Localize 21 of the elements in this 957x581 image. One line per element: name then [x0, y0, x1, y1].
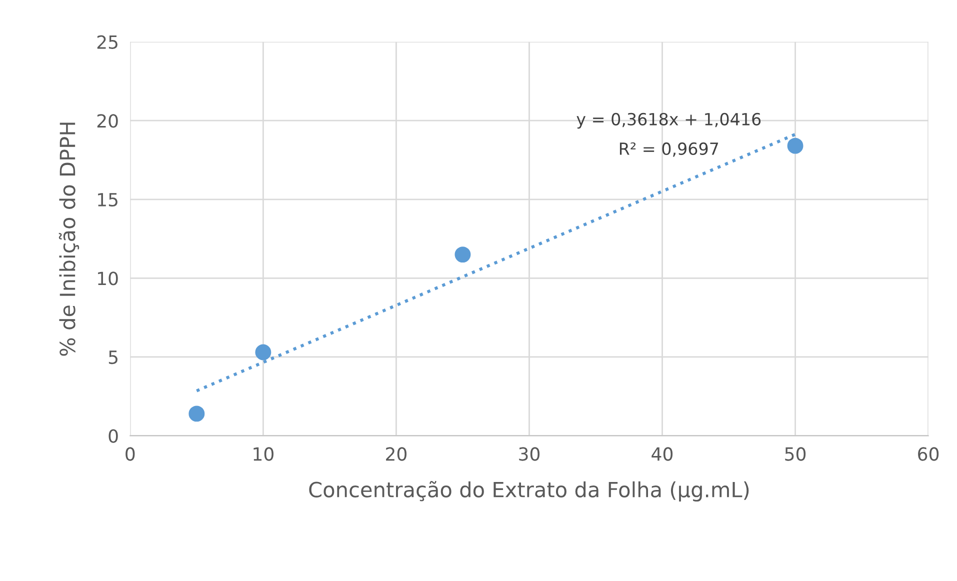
y-axis-title: % de Inibição do DPPH [58, 122, 80, 356]
y-tick-label: 0 [108, 429, 118, 443]
x-tick-label: 40 [652, 447, 673, 461]
y-tick-label: 20 [97, 114, 118, 128]
annotation: R² = 0,9697 [620, 142, 718, 157]
x-tick-label: 30 [519, 447, 540, 461]
point [188, 406, 205, 422]
y-tick-label: 15 [98, 193, 118, 207]
y-tick-label: 25 [97, 35, 118, 49]
point [787, 138, 804, 154]
x-tick-label: 60 [918, 447, 939, 461]
x-tick-label: 50 [785, 447, 806, 461]
point [454, 246, 471, 263]
y-tick-label: 10 [98, 272, 118, 286]
x-tick-label: 20 [386, 447, 406, 461]
x-tick-label: 10 [254, 447, 274, 461]
x-tick-label: 0 [126, 447, 135, 461]
x-axis-title: Concentração do Extrato da Folha (µg.mL) [309, 481, 749, 502]
point [255, 344, 272, 360]
annotation: y = 0,3618x + 1,0416 [576, 112, 761, 129]
y-tick-label: 5 [108, 350, 118, 364]
